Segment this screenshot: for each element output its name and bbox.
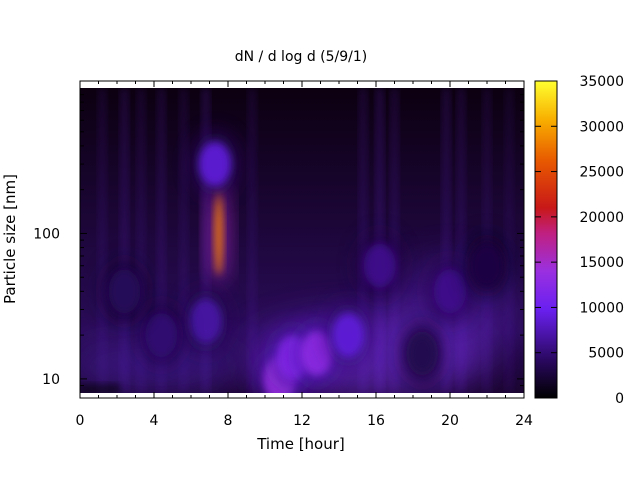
x-tick-label: 20 [441,413,459,429]
colorbar-tick-label: 15000 [579,255,624,271]
y-tick-label: 100 [33,226,60,242]
x-tick-label: 16 [367,413,385,429]
x-tick-label: 12 [293,413,311,429]
colorbar-tick-label: 20000 [579,210,624,226]
heatmap-blob [300,331,333,376]
colorbar-tick-label: 10000 [579,300,624,316]
heatmap-blob [199,142,232,187]
heatmap-blob [145,313,178,358]
heatmap-blob [189,299,222,344]
x-tick-label: 0 [76,413,85,429]
heatmap-streak [443,88,450,393]
heatmap-streak [138,88,145,393]
x-tick-label: 4 [150,413,159,429]
heatmap-blob [214,191,223,276]
heatmap-streak [121,88,128,393]
colorbar-tick-label: 30000 [579,119,624,135]
x-tick-label: 8 [224,413,233,429]
heatmap-blob [363,243,396,288]
colorbar: 0 5000 10000 15000 20000 25000 30000 35000 [534,74,624,407]
heatmap-blob [108,269,141,314]
colorbar-tick-label: 0 [615,391,624,407]
heatmap-shadow [80,385,120,393]
chart-title: dN / d log d (5/9/1) [235,49,368,65]
heatmap-glow [80,342,244,393]
heatmap-streak [180,88,187,393]
heatmap-blob [406,331,439,376]
colorbar-gradient [534,80,558,399]
colorbar-tick-label: 35000 [579,74,624,90]
x-axis: 0 4 8 12 16 20 24 [76,81,533,429]
y-tick-label: 10 [42,372,60,388]
x-axis-label: Time [hour] [256,435,345,453]
heatmap-streak [360,88,367,393]
plot-area [80,88,524,393]
heatmap-streak [158,88,165,393]
heatmap-blob [471,243,503,288]
heatmap-streak [391,88,398,393]
colorbar-tick-label: 25000 [579,165,624,181]
heatmap-streak [458,88,465,393]
y-axis: 10 100 [33,94,524,388]
heatmap-streak [249,88,256,393]
colorbar-tick-label: 5000 [588,346,624,362]
heatmap-blob [434,269,466,314]
x-tick-label: 24 [515,413,533,429]
heatmap-streak [202,88,209,393]
y-axis-label: Particle size [nm] [1,174,19,304]
heatmap-streak [99,88,106,393]
heatmap-streak [506,88,513,393]
heatmap-blob [332,313,365,358]
